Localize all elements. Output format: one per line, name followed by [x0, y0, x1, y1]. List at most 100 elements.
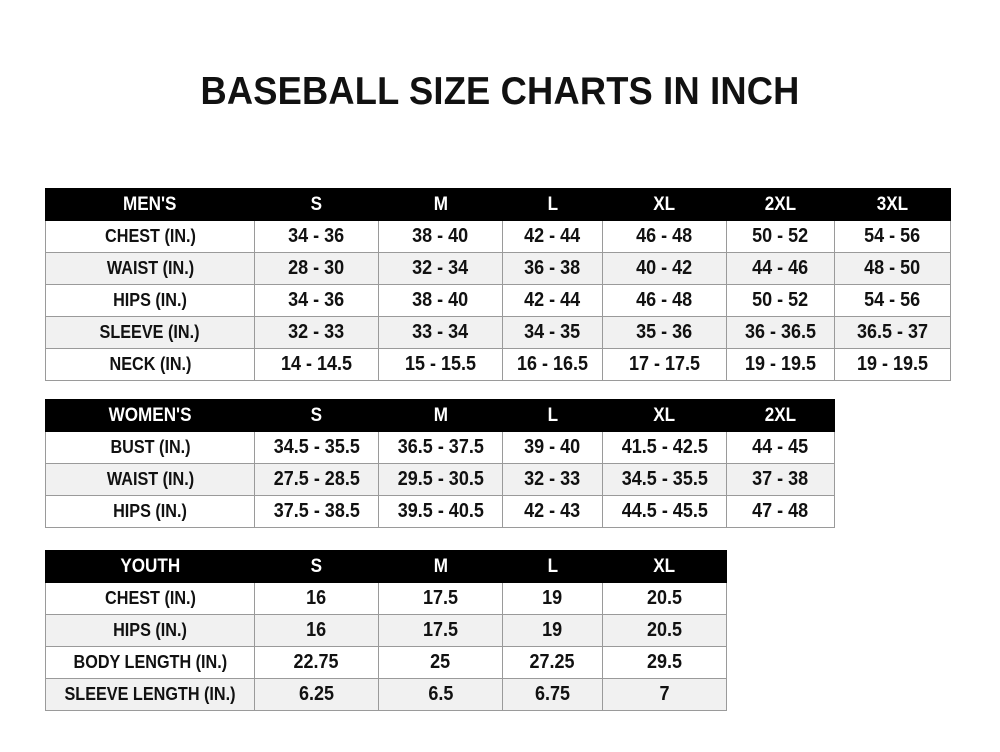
table-row: BUST (IN.) 34.5 - 35.5 36.5 - 37.5 39 - 40 4…	[45, 431, 835, 464]
measurement-cell: 34 - 36	[254, 220, 379, 253]
cell-text: 19 - 19.5	[744, 353, 817, 375]
header-text: 2XL	[764, 193, 797, 215]
measurement-cell: 48 - 50	[834, 252, 951, 285]
cell-text: 17.5	[422, 619, 459, 641]
measurement-cell: 46 - 48	[602, 284, 727, 317]
size-header: M	[378, 550, 503, 583]
measurement-label: WAIST (IN.)	[45, 463, 255, 496]
cell-text: 16 - 16.5	[516, 353, 589, 375]
cell-text: 19	[542, 619, 563, 641]
measurement-cell: 35 - 36	[602, 316, 727, 349]
cell-text: 17 - 17.5	[628, 353, 701, 375]
size-header: M	[378, 399, 503, 432]
table-row: WAIST (IN.) 27.5 - 28.5 29.5 - 30.5 32 - 33…	[45, 463, 835, 496]
cell-text: 34 - 35	[524, 321, 581, 343]
cell-text: 27.25	[529, 651, 576, 673]
size-header: XL	[602, 550, 727, 583]
measurement-cell: 34.5 - 35.5	[254, 431, 379, 464]
header-text: S	[310, 555, 323, 577]
cell-text: 6.5	[427, 683, 454, 705]
header-text: YOUTH	[120, 555, 180, 577]
cell-text: 19 - 19.5	[856, 353, 929, 375]
cell-text: 44 - 45	[752, 436, 809, 458]
cell-text: 54 - 56	[864, 225, 921, 247]
measurement-cell: 50 - 52	[726, 220, 835, 253]
cell-text: NECK (IN.)	[109, 354, 191, 374]
cell-text: 32 - 33	[524, 468, 581, 490]
cell-text: 34 - 36	[288, 225, 345, 247]
cell-text: BUST (IN.)	[109, 437, 191, 457]
cell-text: 42 - 44	[524, 225, 581, 247]
measurement-cell: 27.5 - 28.5	[254, 463, 379, 496]
measurement-cell: 38 - 40	[378, 284, 503, 317]
size-header: L	[502, 399, 603, 432]
measurement-cell: 17.5	[378, 582, 503, 615]
cell-text: 42 - 44	[524, 289, 581, 311]
cell-text: 44 - 46	[752, 257, 809, 279]
cell-text: 16	[306, 587, 327, 609]
cell-text: 32 - 33	[288, 321, 345, 343]
cell-text: 16	[306, 619, 327, 641]
measurement-cell: 25	[378, 646, 503, 679]
header-text: XL	[653, 193, 676, 215]
cell-text: 27.5 - 28.5	[273, 468, 360, 490]
cell-text: 39.5 - 40.5	[397, 500, 484, 522]
table-row: CHEST (IN.) 34 - 36 38 - 40 42 - 44 46 - 48 5…	[45, 220, 951, 253]
cell-text: 36 - 36.5	[744, 321, 817, 343]
cell-text: 7	[659, 683, 670, 705]
cell-text: 34 - 36	[288, 289, 345, 311]
measurement-label: WAIST (IN.)	[45, 252, 255, 285]
measurement-cell: 16 - 16.5	[502, 348, 603, 381]
womens-size-table: WOMEN'S S M L XL 2XL BUST (IN.) 34.5 - 35.5 36.5…	[45, 399, 835, 528]
measurement-cell: 32 - 34	[378, 252, 503, 285]
cell-text: 20.5	[646, 587, 683, 609]
cell-text: 50 - 52	[752, 225, 809, 247]
size-header: S	[254, 399, 379, 432]
header-text: MEN'S	[123, 193, 177, 215]
table-title: YOUTH	[45, 550, 255, 583]
measurement-cell: 36.5 - 37	[834, 316, 951, 349]
cell-text: 14 - 14.5	[280, 353, 353, 375]
measurement-cell: 14 - 14.5	[254, 348, 379, 381]
cell-text: 54 - 56	[864, 289, 921, 311]
measurement-cell: 15 - 15.5	[378, 348, 503, 381]
measurement-cell: 32 - 33	[254, 316, 379, 349]
measurement-cell: 46 - 48	[602, 220, 727, 253]
cell-text: 34.5 - 35.5	[621, 468, 708, 490]
measurement-cell: 19 - 19.5	[834, 348, 951, 381]
table-row: WAIST (IN.) 28 - 30 32 - 34 36 - 38 40 - 42 4…	[45, 252, 951, 285]
measurement-label: BUST (IN.)	[45, 431, 255, 464]
table-row: BODY LENGTH (IN.) 22.75 25 27.25 29.5	[45, 646, 727, 679]
measurement-cell: 17 - 17.5	[602, 348, 727, 381]
measurement-cell: 39 - 40	[502, 431, 603, 464]
table-row: CHEST (IN.) 16 17.5 19 20.5	[45, 582, 727, 615]
cell-text: HIPS (IN.)	[113, 501, 187, 521]
cell-text: 6.25	[298, 683, 335, 705]
page-title: BASEBALL SIZE CHARTS IN INCH	[200, 70, 800, 113]
size-header: L	[502, 188, 603, 221]
size-header: S	[254, 550, 379, 583]
measurement-cell: 34 - 35	[502, 316, 603, 349]
table-title: WOMEN'S	[45, 399, 255, 432]
cell-text: 29.5	[646, 651, 683, 673]
measurement-cell: 27.25	[502, 646, 603, 679]
cell-text: 37.5 - 38.5	[273, 500, 360, 522]
header-text: M	[433, 193, 448, 215]
measurement-cell: 39.5 - 40.5	[378, 495, 503, 528]
cell-text: 35 - 36	[636, 321, 693, 343]
measurement-cell: 41.5 - 42.5	[602, 431, 727, 464]
measurement-label: CHEST (IN.)	[45, 220, 255, 253]
cell-text: 47 - 48	[752, 500, 809, 522]
measurement-cell: 29.5 - 30.5	[378, 463, 503, 496]
measurement-cell: 33 - 34	[378, 316, 503, 349]
cell-text: 44.5 - 45.5	[621, 500, 708, 522]
cell-text: HIPS (IN.)	[113, 290, 187, 310]
measurement-cell: 44.5 - 45.5	[602, 495, 727, 528]
measurement-cell: 54 - 56	[834, 284, 951, 317]
cell-text: HIPS (IN.)	[113, 620, 187, 640]
cell-text: BODY LENGTH (IN.)	[73, 652, 227, 672]
cell-text: 33 - 34	[412, 321, 469, 343]
table-row: SLEEVE (IN.) 32 - 33 33 - 34 34 - 35 35 - 36…	[45, 316, 951, 349]
cell-text: 29.5 - 30.5	[397, 468, 484, 490]
header-text: WOMEN'S	[108, 404, 192, 426]
